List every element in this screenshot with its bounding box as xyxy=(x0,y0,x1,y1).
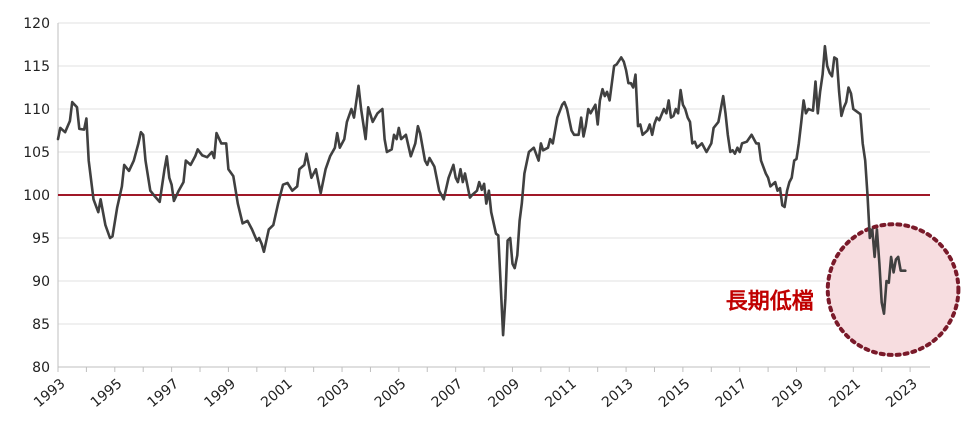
x-tick-label: 2017 xyxy=(713,376,751,411)
axes xyxy=(57,23,930,372)
x-tick-label: 2001 xyxy=(258,376,296,411)
y-tick-labels: 80 85 90 95 100 105 110 115 120 xyxy=(23,16,50,376)
y-tick-label: 95 xyxy=(32,231,50,247)
y-tick-label: 100 xyxy=(23,188,50,204)
x-tick-label: 1993 xyxy=(31,376,69,411)
series-line xyxy=(56,44,907,337)
x-tick-label: 2013 xyxy=(599,376,637,411)
y-tick-label: 120 xyxy=(23,16,50,32)
x-tick-label: 2015 xyxy=(656,376,694,411)
x-tick-labels: 1993 1995 1997 1999 2001 2003 2005 2007 2009 2011… xyxy=(31,376,921,411)
y-tick-label: 85 xyxy=(32,317,50,333)
y-tick-label: 90 xyxy=(32,274,50,290)
y-tick-label: 80 xyxy=(32,360,50,376)
x-tick-label: 2023 xyxy=(883,376,921,411)
x-tick-label: 2019 xyxy=(769,376,807,411)
annotation-label: 長期低檔 xyxy=(726,289,814,315)
y-tick-label: 115 xyxy=(23,59,50,75)
x-tick-label: 2011 xyxy=(542,376,580,411)
x-tick-label: 1999 xyxy=(201,376,239,411)
x-tick-label: 1997 xyxy=(145,376,183,411)
series-group xyxy=(56,44,907,337)
annotation-group: 長期低檔 xyxy=(726,222,961,357)
x-tick-label: 2007 xyxy=(429,376,467,411)
y-tick-label: 110 xyxy=(23,102,50,118)
annotation-circle xyxy=(825,222,961,357)
x-tick-label: 2003 xyxy=(315,376,353,411)
x-tick-label: 2005 xyxy=(372,376,410,411)
x-tick-label: 2009 xyxy=(485,376,523,411)
x-tick-label: 2021 xyxy=(826,376,864,411)
y-tick-label: 105 xyxy=(23,145,50,161)
x-tick-label: 1995 xyxy=(88,376,126,411)
gridlines xyxy=(58,22,930,325)
